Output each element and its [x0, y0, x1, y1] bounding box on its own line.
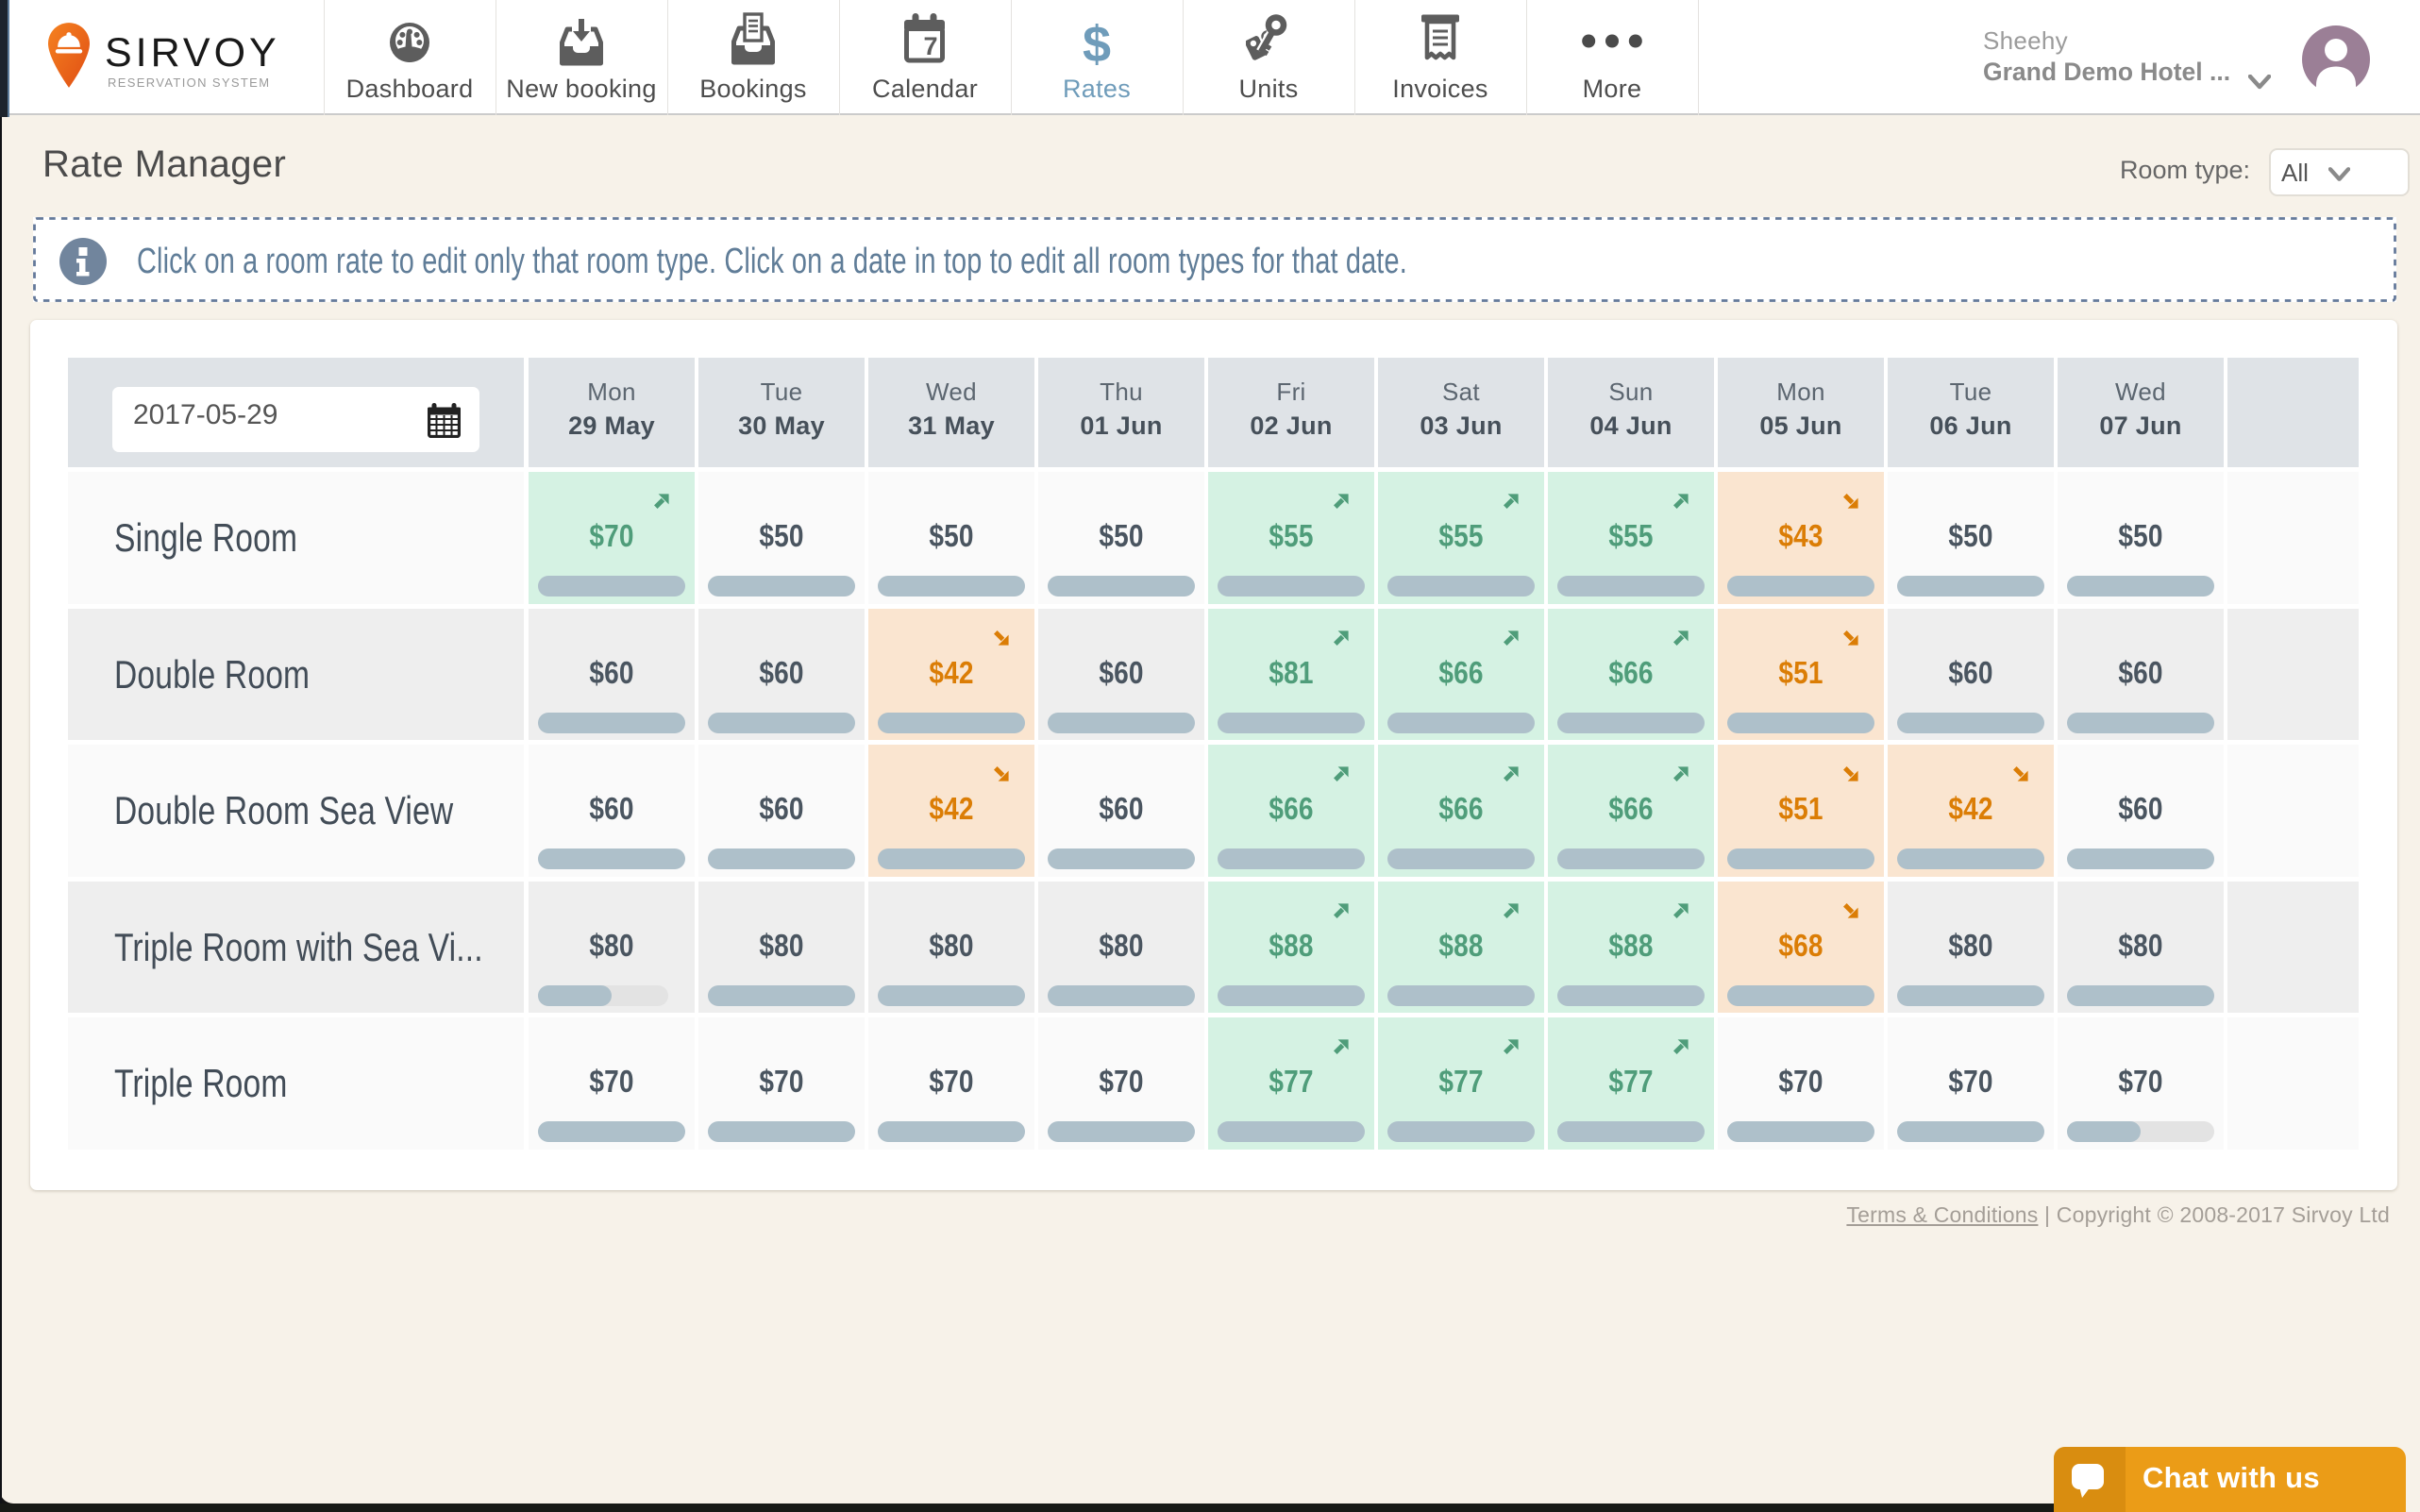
svg-text:7: 7	[923, 32, 937, 60]
